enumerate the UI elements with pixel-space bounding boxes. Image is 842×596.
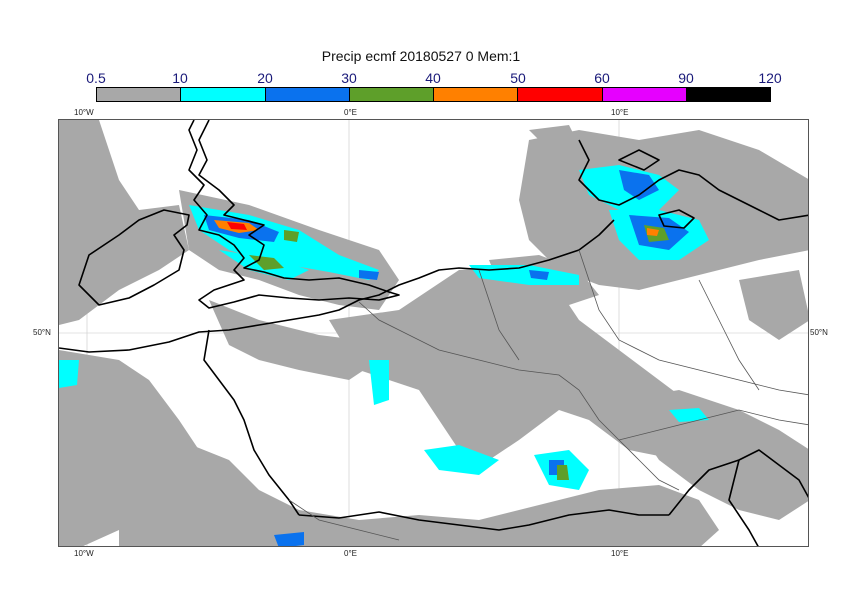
top-tick-0e: 0°E (344, 108, 357, 117)
left-tick-50n: 50°N (33, 328, 51, 337)
legend-label: 40 (425, 70, 441, 86)
legend-label: 20 (257, 70, 273, 86)
bottom-tick-0e: 0°E (344, 549, 357, 558)
bottom-tick-10e: 10°E (611, 549, 629, 558)
colorbar-swatch-2 (265, 88, 350, 101)
country-borders (288, 249, 808, 541)
colorbar-swatch-5 (518, 88, 603, 101)
colorbar-swatch-4 (434, 88, 519, 101)
right-tick-50n: 50°N (810, 328, 828, 337)
colorbar-swatch-0 (97, 88, 182, 101)
precip-map (58, 119, 809, 547)
colorbar (96, 87, 771, 102)
colorbar-swatch-7 (686, 88, 770, 101)
legend-label: 90 (678, 70, 694, 86)
bottom-tick-10w: 10°W (74, 549, 94, 558)
legend-label: 30 (341, 70, 357, 86)
legend-label: 120 (758, 70, 782, 86)
legend-label: 60 (594, 70, 610, 86)
coastlines (59, 120, 808, 546)
colorbar-swatch-1 (181, 88, 266, 101)
top-tick-10e: 10°E (611, 108, 629, 117)
legend-label: 0.5 (86, 70, 106, 86)
precip-band-0-5-10 (59, 120, 808, 546)
colorbar-swatch-3 (349, 88, 434, 101)
map-canvas (59, 120, 808, 546)
colorbar-swatch-6 (602, 88, 687, 101)
legend-label: 50 (510, 70, 526, 86)
legend-labels: 0.5 10 20 30 40 50 60 90 120 (0, 70, 842, 88)
top-tick-10w: 10°W (74, 108, 94, 117)
chart-title: Precip ecmf 20180527 0 Mem:1 (321, 48, 521, 64)
legend-label: 10 (172, 70, 188, 86)
precip-band-50-60 (227, 222, 247, 230)
